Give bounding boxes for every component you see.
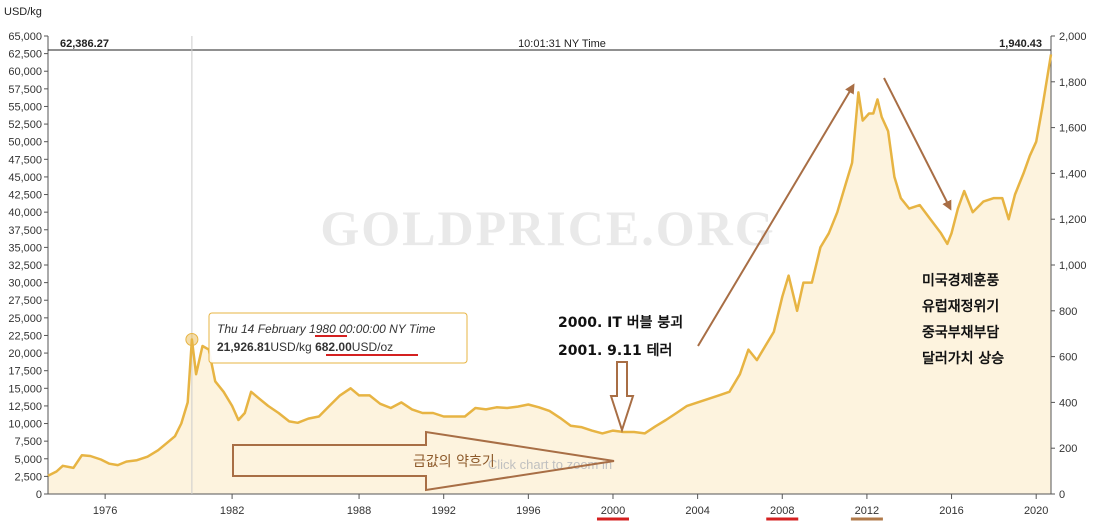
weak-period-label: 금값의 약흐기 (413, 454, 495, 470)
y-left-tick-label: 52,500 (8, 119, 42, 131)
y-left-tick-label: 25,000 (8, 313, 42, 325)
y-right-tick-label: 1,000 (1059, 260, 1087, 272)
y-left-tick-label: 57,500 (8, 84, 42, 96)
y-left-tick-label: 17,500 (8, 366, 42, 378)
y-right-tick-label: 800 (1059, 306, 1077, 318)
y-left-tick-label: 50,000 (8, 137, 42, 149)
annotation-factor-3: 중국부채부담 (922, 324, 999, 341)
y-left-tick-label: 5,000 (14, 454, 42, 466)
y-left-tick-label: 40,000 (8, 207, 42, 219)
tooltip-date-suffix: 00:00:00 NY Time (336, 322, 436, 336)
rise-arrow (697, 83, 855, 347)
x-tick-label: 1996 (516, 505, 540, 517)
y-right-tick-label: 1,800 (1059, 77, 1087, 89)
axes: 0 2,500 5,000 7,500 10,000 12,500 15,000 17,500… (8, 31, 1087, 521)
y-right-tick-label: 600 (1059, 352, 1077, 364)
annotation-it-bubble: 2000. IT 버블 붕괴 (558, 314, 683, 331)
annotation-factor-1: 미국경제훈풍 (922, 272, 999, 289)
x-tick-label: 2000 (601, 505, 625, 517)
zoom-hint: Click chart to zoom in (488, 457, 612, 472)
y-right-tick-label: 2,000 (1059, 31, 1087, 43)
unit-label: USD/kg (4, 6, 42, 18)
price-area (48, 54, 1051, 495)
tooltip-marker (185, 333, 199, 347)
x-tick-label: 1992 (431, 505, 455, 517)
y-right-tick-label: 1,600 (1059, 123, 1087, 135)
terror-down-arrow (609, 361, 635, 434)
tooltip-kg-value: 21,926.81 (217, 340, 271, 354)
y-left-tick-label: 62,500 (8, 49, 42, 61)
y-right-tick-label: 1,200 (1059, 214, 1087, 226)
y-left-tick-label: 37,500 (8, 225, 42, 237)
header-left-value: 62,386.27 (60, 38, 109, 50)
price-line (47, 54, 1053, 477)
y-left-tick-label: 7,500 (14, 436, 42, 448)
svg-text:Thu 14 February 1980 00:00:00: Thu 14 February 1980 00:00:00 NY Time (217, 322, 436, 336)
x-tick-label: 2008 (770, 505, 794, 517)
x-tick-label: 2020 (1024, 505, 1048, 517)
y-left-tick-label: 35,000 (8, 242, 42, 254)
y-left-tick-label: 65,000 (8, 31, 42, 43)
tooltip-date-prefix: Thu 14 February (217, 322, 309, 336)
x-tick-label: 1988 (347, 505, 371, 517)
y-left-tick-label: 10,000 (8, 419, 42, 431)
y-left-tick-label: 15,000 (8, 383, 42, 395)
tooltip-box (208, 312, 468, 364)
tooltip-kg-unit: USD/kg (270, 340, 311, 354)
y-left-tick-label: 47,500 (8, 154, 42, 166)
price-area-fill (48, 54, 1051, 495)
svg-text:21,926.81USD/kg 682.00USD/oz: 21,926.81USD/kg 682.00USD/oz (217, 340, 393, 354)
annotation-terror: 2001. 9.11 테러 (558, 343, 672, 359)
fall-arrow (883, 77, 952, 211)
header-right-value: 1,940.43 (999, 38, 1042, 50)
price-line-path (47, 54, 1053, 477)
y-left-tick-label: 22,500 (8, 330, 42, 342)
x-tick-label: 1976 (93, 505, 117, 517)
y-left-tick-label: 12,500 (8, 401, 42, 413)
y-left-tick-label: 27,500 (8, 295, 42, 307)
x-tick-label: 2004 (685, 505, 709, 517)
watermark: GOLDPRICE.ORG (320, 200, 775, 256)
y-left-tick-label: 60,000 (8, 66, 42, 78)
x-tick-label: 1982 (220, 505, 244, 517)
y-left-tick-label: 30,000 (8, 278, 42, 290)
tooltip-date-year: 1980 (309, 322, 336, 336)
y-left-tick-label: 42,500 (8, 190, 42, 202)
y-left-tick-label: 20,000 (8, 348, 42, 360)
y-left-tick-label: 32,500 (8, 260, 42, 272)
tooltip-oz-unit: USD/oz (352, 340, 393, 354)
y-right-tick-label: 200 (1059, 443, 1077, 455)
tooltip-oz-value: 682.00 (315, 340, 352, 354)
y-right-tick-label: 400 (1059, 397, 1077, 409)
y-left-tick-label: 2,500 (14, 471, 42, 483)
x-tick-label: 2012 (855, 505, 879, 517)
y-left-tick-label: 45,000 (8, 172, 42, 184)
annotation-factor-2: 유럽재정위기 (922, 298, 999, 315)
annotation-factor-4: 달러가치 상승 (922, 351, 1004, 367)
price-tooltip: Thu 14 February 1980 00:00:00 NY Time 21… (208, 312, 468, 364)
y-left-tick-label: 55,000 (8, 101, 42, 113)
x-tick-label: 2016 (939, 505, 963, 517)
weak-period-arrow (232, 430, 615, 492)
y-right-tick-label: 0 (1059, 489, 1065, 501)
header-time: 10:01:31 NY Time (518, 38, 606, 50)
y-right-tick-label: 1,400 (1059, 168, 1087, 180)
y-left-tick-label: 0 (36, 489, 42, 501)
